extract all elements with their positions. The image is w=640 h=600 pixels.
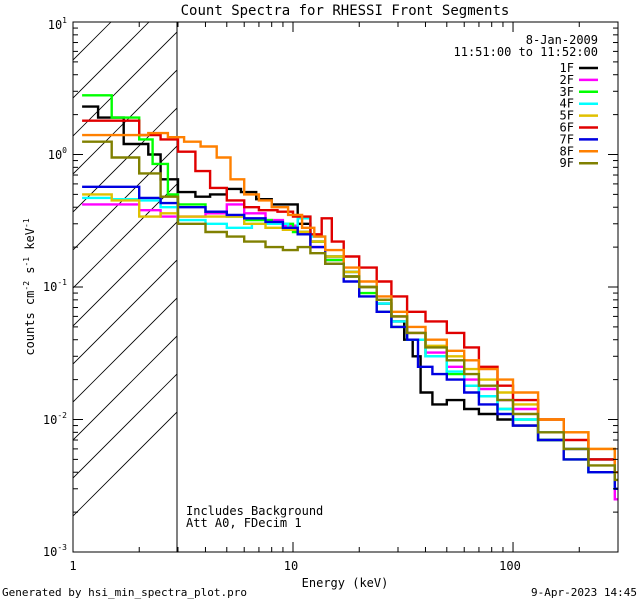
legend-label-6F: 6F: [560, 121, 574, 135]
series-4F: [82, 196, 618, 490]
date-label: 8-Jan-2009: [526, 33, 598, 47]
footer-timestamp: 9-Apr-2023 14:45: [531, 586, 637, 599]
x-tick-label-10: 10: [284, 559, 298, 573]
time-range-label: 11:51:00 to 11:52:00: [454, 45, 599, 59]
svg-text:100: 100: [48, 146, 67, 162]
plot-frame: [72, 21, 619, 553]
svg-text:10-3: 10-3: [43, 543, 67, 559]
hatch-line: [73, 411, 177, 517]
legend-label-9F: 9F: [560, 156, 574, 170]
y-axis-ticks: [73, 21, 618, 553]
hatch-line: [73, 221, 177, 327]
hatch-line: [73, 297, 177, 403]
hatch-line: [73, 373, 177, 479]
legend-label-4F: 4F: [560, 97, 574, 111]
hatch-line: [73, 107, 177, 213]
x-axis-ticks: [72, 22, 619, 552]
series-9F: [82, 140, 618, 482]
hatched-region: [73, 22, 177, 517]
y-tick-label-1e-1: 10-1: [43, 278, 67, 294]
x-tick-label-1: 1: [69, 559, 76, 573]
chart-title: Count Spectra for RHESSI Front Segments: [181, 3, 510, 19]
legend-label-3F: 3F: [560, 85, 574, 99]
legend-label-2F: 2F: [560, 73, 574, 87]
y-axis-label: counts cm-2 s-1 keV-1: [22, 218, 37, 355]
legend-label-5F: 5F: [560, 109, 574, 123]
hatch-line: [73, 259, 177, 365]
annotation-background: Includes Background: [186, 504, 323, 518]
legend-label-7F: 7F: [560, 132, 574, 146]
y-tick-label-1e1: 101: [48, 16, 67, 32]
x-axis-label: Energy (keV): [302, 576, 389, 590]
y-tick-label-1e-3: 10-3: [43, 543, 67, 559]
svg-text:10-2: 10-2: [43, 411, 67, 427]
series-7F: [82, 185, 618, 490]
y-tick-label-1e-2: 10-2: [43, 411, 67, 427]
y-tick-label-1e0: 100: [48, 146, 67, 162]
svg-text:101: 101: [48, 16, 67, 32]
svg-text:10-1: 10-1: [43, 278, 67, 294]
legend-label-8F: 8F: [560, 144, 574, 158]
svg-text:counts cm-2 s-1 keV-1: counts cm-2 s-1 keV-1: [22, 218, 37, 355]
x-tick-label-100: 100: [499, 559, 521, 573]
annotation-attenuator: Att A0, FDecim 1: [186, 516, 302, 530]
hatch-line: [73, 69, 177, 175]
footer-generated-by: Generated by hsi_min_spectra_plot.pro: [2, 586, 247, 599]
hatch-line: [73, 22, 74, 23]
series-2F: [82, 203, 618, 501]
legend-label-1F: 1F: [560, 61, 574, 75]
